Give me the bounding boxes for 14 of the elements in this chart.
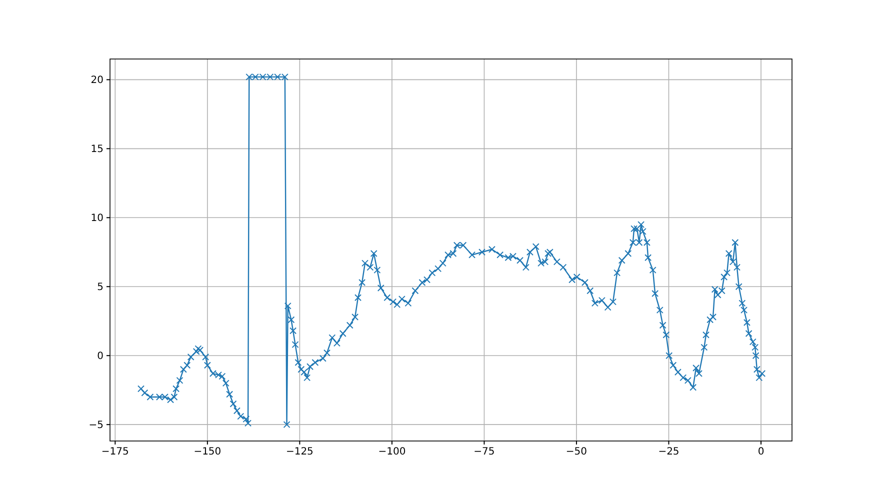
- x-tick-label: −175: [101, 446, 129, 458]
- x-tick-label: −25: [658, 446, 680, 458]
- y-tick-label: 0: [97, 350, 104, 362]
- y-tick-label: 5: [97, 282, 104, 293]
- x-tick-label: −50: [566, 446, 588, 458]
- x-tick-label: −125: [286, 446, 314, 458]
- x-tick-label: −150: [194, 446, 222, 458]
- y-tick-label: 20: [90, 74, 104, 86]
- y-tick-label: 10: [90, 212, 104, 224]
- y-tick-label: −5: [88, 420, 104, 431]
- x-tick-label: −100: [378, 446, 406, 458]
- x-tick-label: 0: [758, 446, 764, 458]
- x-tick-label: −75: [474, 446, 495, 458]
- y-tick-label: 15: [90, 144, 104, 155]
